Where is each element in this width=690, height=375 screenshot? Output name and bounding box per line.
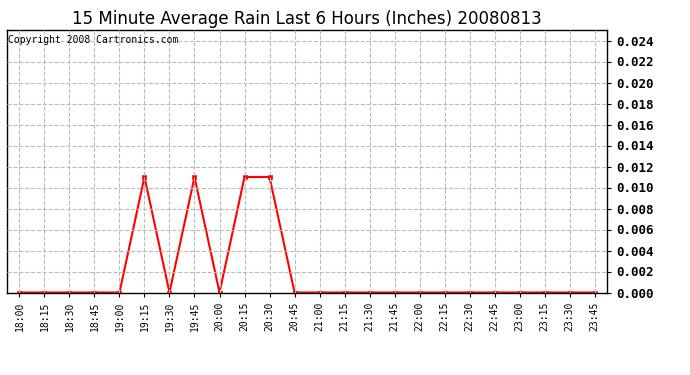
Text: Copyright 2008 Cartronics.com: Copyright 2008 Cartronics.com (8, 35, 179, 45)
Title: 15 Minute Average Rain Last 6 Hours (Inches) 20080813: 15 Minute Average Rain Last 6 Hours (Inc… (72, 10, 542, 28)
